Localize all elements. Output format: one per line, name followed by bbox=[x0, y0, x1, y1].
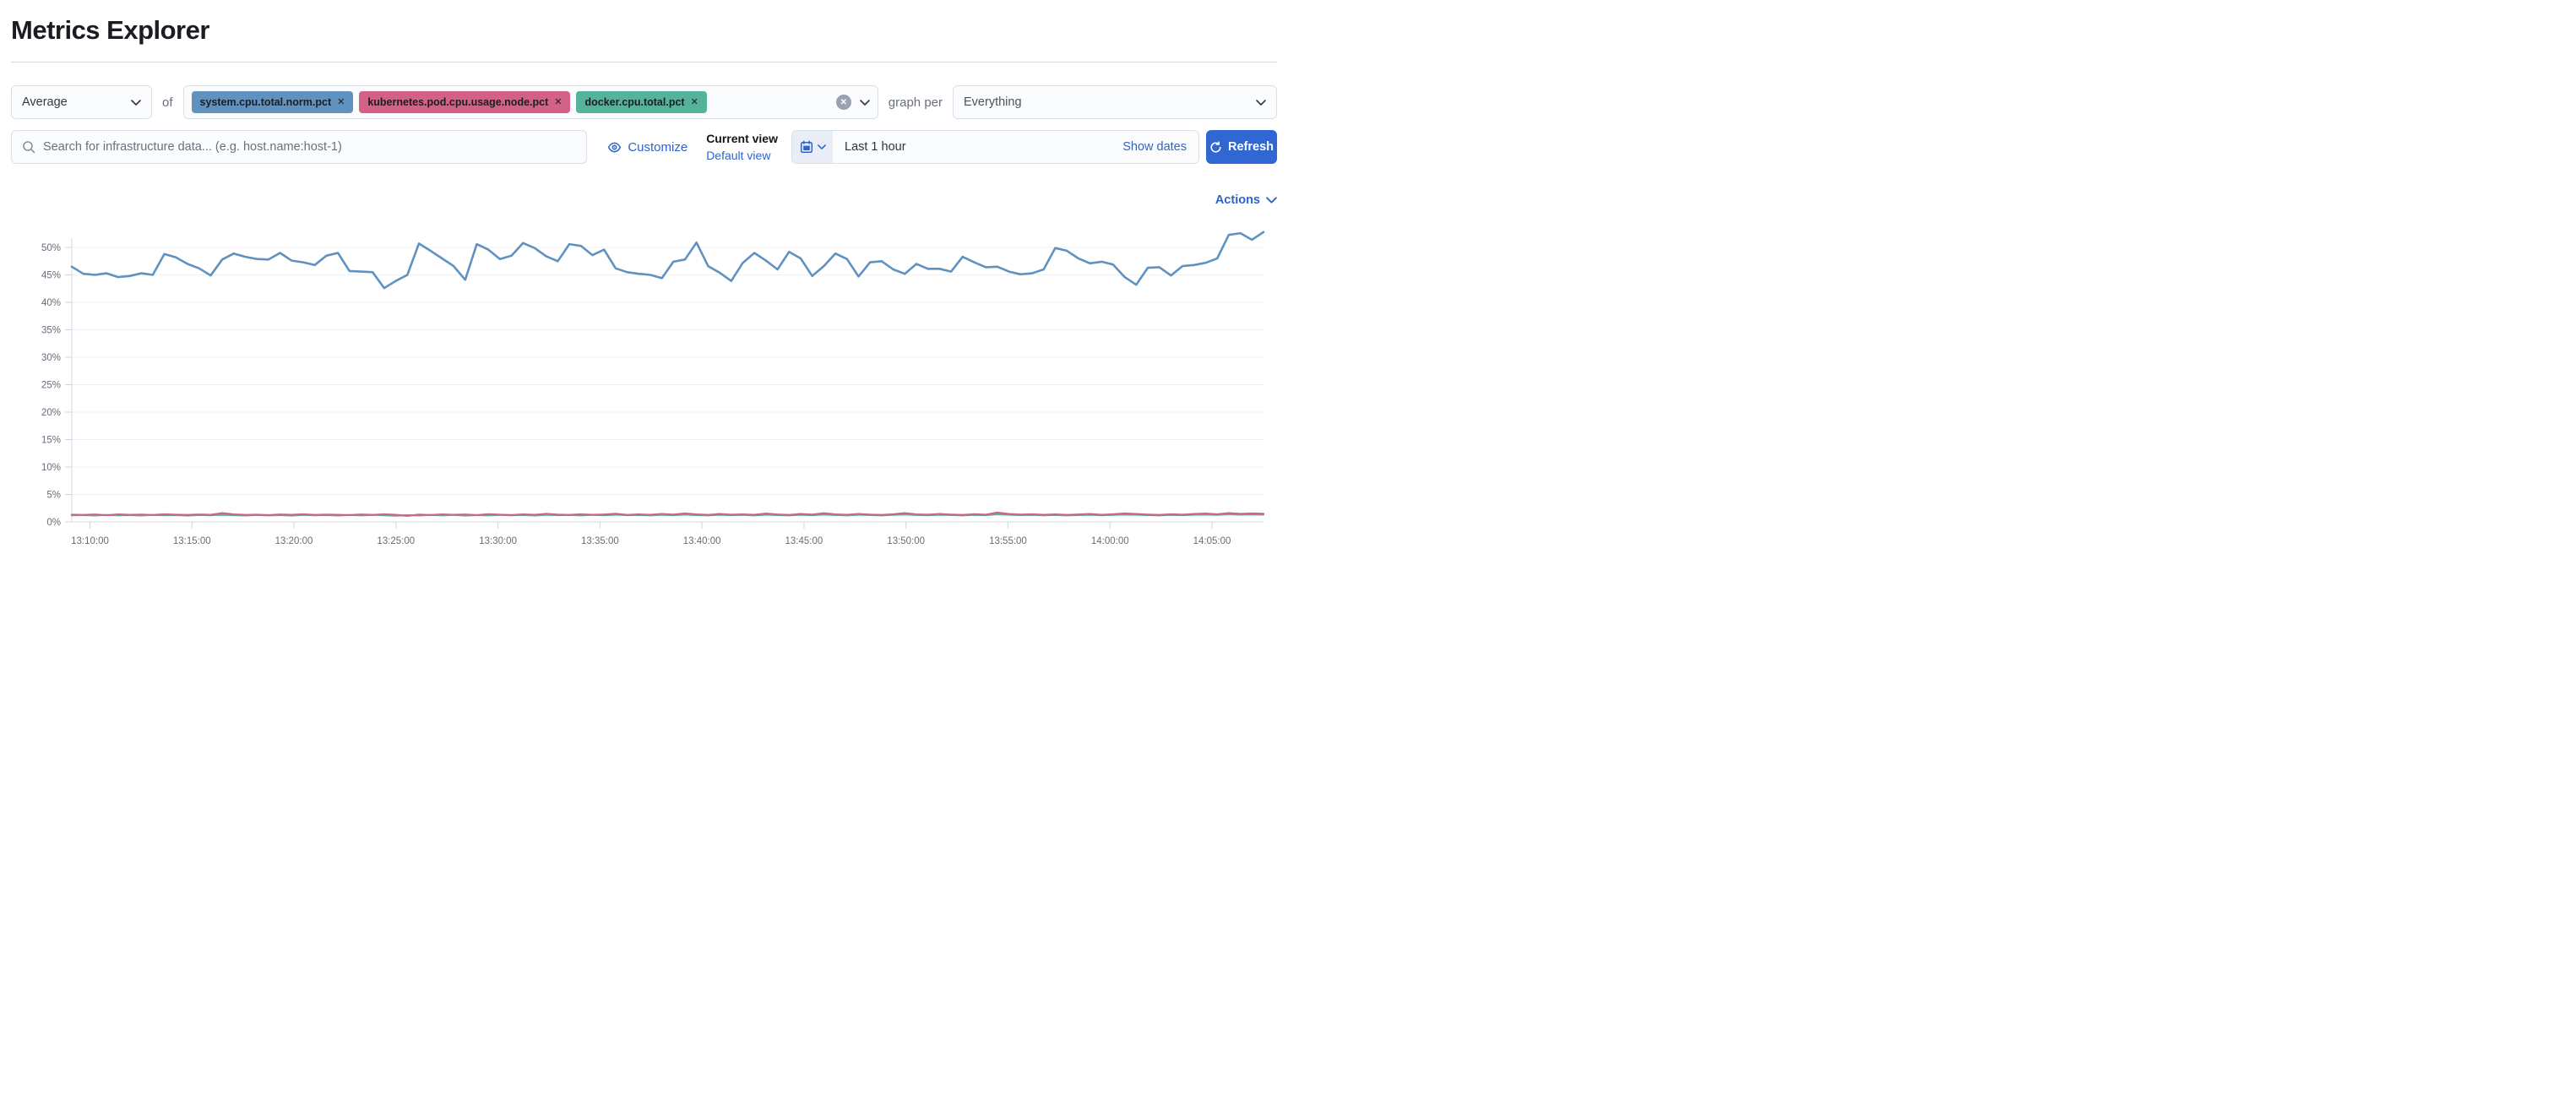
graph-per-select[interactable]: Everything bbox=[953, 85, 1277, 119]
svg-text:5%: 5% bbox=[46, 491, 61, 501]
metrics-chart[interactable]: 0% 5% 10% 15% 20% 25% 30% 35% 40% 45% 50% 13:10:00 1… bbox=[0, 192, 1288, 551]
page-header: Metrics Explorer bbox=[0, 0, 1288, 62]
search-box[interactable] bbox=[11, 130, 588, 164]
svg-text:13:20:00: 13:20:00 bbox=[275, 536, 313, 546]
graph-per-label: graph per bbox=[888, 95, 943, 110]
search-row: Customize Current view Default view Last… bbox=[11, 130, 1277, 164]
clear-all-icon[interactable]: ✕ bbox=[835, 95, 851, 110]
chevron-down-icon bbox=[817, 144, 826, 149]
chevron-down-icon bbox=[1256, 99, 1266, 106]
of-label: of bbox=[162, 95, 173, 110]
remove-metric-icon[interactable]: ✕ bbox=[337, 96, 345, 107]
show-dates-button[interactable]: Show dates bbox=[1122, 140, 1187, 154]
calendar-icon bbox=[800, 140, 812, 154]
eye-icon bbox=[608, 142, 622, 152]
actions-menu-button[interactable]: Actions bbox=[1215, 193, 1277, 207]
current-view-label: Current view bbox=[706, 132, 778, 145]
svg-text:14:05:00: 14:05:00 bbox=[1193, 536, 1231, 546]
actions-label: Actions bbox=[1215, 193, 1260, 207]
svg-text:13:55:00: 13:55:00 bbox=[989, 536, 1027, 546]
svg-text:13:50:00: 13:50:00 bbox=[887, 536, 925, 546]
customize-button[interactable]: Customize bbox=[607, 140, 687, 155]
svg-text:45%: 45% bbox=[41, 271, 61, 281]
svg-text:13:30:00: 13:30:00 bbox=[479, 536, 517, 546]
remove-metric-icon[interactable]: ✕ bbox=[690, 96, 698, 107]
svg-text:35%: 35% bbox=[41, 326, 61, 336]
view-switcher: Current view Default view bbox=[706, 130, 778, 164]
metric-badge-label: docker.cpu.total.pct bbox=[584, 96, 685, 108]
metrics-combobox[interactable]: system.cpu.total.norm.pct ✕ kubernetes.p… bbox=[182, 85, 878, 119]
svg-text:10%: 10% bbox=[41, 463, 61, 473]
date-picker: Last 1 hour Show dates bbox=[791, 130, 1199, 164]
svg-text:13:10:00: 13:10:00 bbox=[71, 536, 109, 546]
metric-builder-row: Average of system.cpu.total.norm.pct ✕ k… bbox=[11, 85, 1277, 119]
metric-badge[interactable]: system.cpu.total.norm.pct ✕ bbox=[191, 91, 354, 113]
aggregation-value: Average bbox=[22, 95, 68, 109]
svg-text:40%: 40% bbox=[41, 298, 61, 308]
chevron-down-icon bbox=[131, 99, 141, 106]
time-range-label[interactable]: Last 1 hour bbox=[845, 140, 906, 154]
metric-badge[interactable]: kubernetes.pod.cpu.usage.node.pct ✕ bbox=[359, 91, 571, 113]
metric-badge[interactable]: docker.cpu.total.pct ✕ bbox=[576, 91, 707, 113]
svg-text:50%: 50% bbox=[41, 243, 61, 253]
svg-text:20%: 20% bbox=[41, 408, 61, 418]
aggregation-select[interactable]: Average bbox=[11, 85, 152, 119]
svg-text:13:35:00: 13:35:00 bbox=[581, 536, 619, 546]
refresh-icon bbox=[1210, 140, 1221, 153]
svg-text:13:40:00: 13:40:00 bbox=[683, 536, 721, 546]
svg-text:13:15:00: 13:15:00 bbox=[173, 536, 211, 546]
chevron-down-icon bbox=[1266, 197, 1277, 204]
remove-metric-icon[interactable]: ✕ bbox=[554, 96, 562, 107]
calendar-menu-button[interactable] bbox=[792, 131, 833, 163]
view-name-link[interactable]: Default view bbox=[706, 149, 771, 162]
page-title: Metrics Explorer bbox=[11, 15, 209, 45]
graph-per-value: Everything bbox=[964, 95, 1022, 109]
refresh-label: Refresh bbox=[1228, 140, 1274, 154]
svg-text:13:45:00: 13:45:00 bbox=[785, 536, 823, 546]
chart-section: Actions 0% 5% 10% 15% 20% 25% 30% 35% 40% 45% 50% 1… bbox=[0, 192, 1288, 551]
metric-badge-label: system.cpu.total.norm.pct bbox=[199, 96, 332, 108]
metric-badge-label: kubernetes.pod.cpu.usage.node.pct bbox=[367, 96, 549, 108]
svg-text:15%: 15% bbox=[41, 436, 61, 446]
customize-label: Customize bbox=[628, 139, 688, 155]
search-icon bbox=[23, 141, 35, 154]
chevron-down-icon[interactable] bbox=[859, 99, 870, 106]
refresh-button[interactable]: Refresh bbox=[1206, 130, 1277, 164]
svg-text:13:25:00: 13:25:00 bbox=[377, 536, 415, 546]
search-input[interactable] bbox=[43, 140, 577, 154]
svg-text:25%: 25% bbox=[41, 381, 61, 391]
svg-text:30%: 30% bbox=[41, 353, 61, 363]
svg-text:0%: 0% bbox=[46, 518, 61, 528]
svg-text:14:00:00: 14:00:00 bbox=[1091, 536, 1129, 546]
